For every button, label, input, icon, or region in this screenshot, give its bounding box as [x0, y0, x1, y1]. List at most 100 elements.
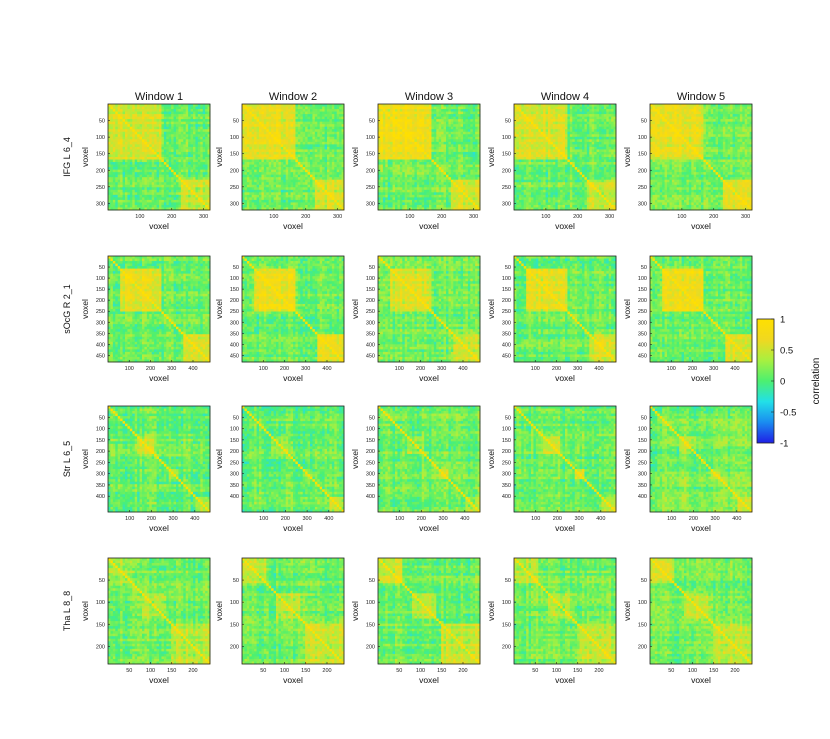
heatmap-cell — [161, 142, 164, 145]
heatmap-cell — [154, 114, 157, 117]
heatmap-cell — [169, 152, 172, 155]
heatmap-cell — [144, 119, 147, 122]
heatmap-cell — [110, 142, 113, 145]
heatmap-cell — [152, 134, 155, 137]
heatmap-cell — [132, 124, 135, 127]
heatmap-cell — [149, 132, 152, 135]
heatmap-cell — [147, 139, 150, 142]
heatmap-cell — [195, 147, 198, 150]
heatmap-cell — [157, 147, 160, 150]
heatmap-cell — [130, 132, 133, 135]
heatmap-cell — [174, 139, 177, 142]
heatmap-cell — [159, 104, 162, 107]
heatmap-cell — [149, 119, 152, 122]
heatmap-cell — [198, 142, 201, 145]
heatmap-cell — [147, 137, 150, 140]
heatmap-cell — [149, 109, 152, 112]
heatmap-cell — [203, 137, 206, 140]
heatmap-cell — [191, 119, 194, 122]
heatmap-cell — [169, 122, 172, 125]
heatmap-cell — [137, 117, 140, 120]
heatmap-cell — [200, 114, 203, 117]
heatmap-cell — [183, 144, 186, 147]
heatmap-cell — [154, 127, 157, 130]
heatmap-cell — [125, 104, 128, 107]
heatmap-cell — [164, 134, 167, 137]
heatmap-cell — [130, 107, 133, 110]
heatmap-cell — [130, 152, 133, 155]
heatmap-cell — [188, 119, 191, 122]
heatmap-cell — [205, 137, 208, 140]
heatmap-cell — [118, 147, 121, 150]
heatmap-cell — [203, 152, 206, 155]
heatmap-cell — [154, 139, 157, 142]
heatmap-cell — [118, 107, 121, 110]
heatmap-cell — [198, 107, 201, 110]
heatmap-cell — [171, 107, 174, 110]
heatmap-cell — [154, 152, 157, 155]
heatmap-cell — [115, 129, 118, 132]
heatmap-cell — [188, 114, 191, 117]
heatmap-cell — [200, 104, 203, 107]
heatmap-cell — [108, 122, 111, 125]
heatmap-cell — [183, 117, 186, 120]
heatmap-cell — [195, 134, 198, 137]
heatmap-cell — [169, 117, 172, 120]
heatmap-cell — [110, 129, 113, 132]
heatmap-cell — [198, 147, 201, 150]
heatmap-cell — [157, 127, 160, 130]
heatmap-cell — [132, 139, 135, 142]
heatmap-cell — [171, 127, 174, 130]
heatmap-cell — [188, 107, 191, 110]
heatmap-cell — [115, 119, 118, 122]
heatmap-cell — [159, 149, 162, 152]
heatmap-cell — [147, 127, 150, 130]
heatmap-cell — [174, 104, 177, 107]
heatmap-cell — [174, 109, 177, 112]
heatmap-cell — [159, 119, 162, 122]
heatmap-cell — [178, 144, 181, 147]
heatmap-cell — [110, 137, 113, 140]
heatmap-cell — [169, 137, 172, 140]
heatmap-cell — [154, 109, 157, 112]
heatmap-cell — [186, 114, 189, 117]
heatmap-cell — [127, 117, 130, 120]
heatmap-cell — [108, 109, 111, 112]
heatmap-cell — [113, 144, 116, 147]
heatmap-cell — [171, 132, 174, 135]
heatmap-cell — [181, 114, 184, 117]
heatmap-panel: 50100150200250300100 200 300voxelvoxel — [80, 104, 210, 231]
heatmap-cell — [147, 142, 150, 145]
heatmap-cell — [147, 122, 150, 125]
heatmap-cell — [144, 124, 147, 127]
heatmap-cell — [176, 127, 179, 130]
heatmap-cell — [191, 114, 194, 117]
heatmap-cell — [198, 124, 201, 127]
heatmap-cell — [205, 107, 208, 110]
heatmap-cell — [137, 132, 140, 135]
heatmap-cell — [140, 117, 143, 120]
heatmap-cell — [203, 124, 206, 127]
heatmap-cell — [132, 142, 135, 145]
heatmap-cell — [127, 114, 130, 117]
heatmap-cell — [125, 137, 128, 140]
heatmap-cell — [130, 109, 133, 112]
heatmap-cell — [166, 132, 169, 135]
heatmap-cell — [198, 117, 201, 120]
heatmap-cell — [147, 147, 150, 150]
heatmap-cell — [176, 142, 179, 145]
heatmap-cell — [188, 137, 191, 140]
heatmap-cell — [186, 104, 189, 107]
heatmap-cell — [176, 114, 179, 117]
heatmap-cell — [203, 119, 206, 122]
heatmap-cell — [164, 104, 167, 107]
heatmap-cell — [132, 127, 135, 130]
heatmap-cell — [186, 107, 189, 110]
heatmap-cell — [169, 107, 172, 110]
heatmap-cell — [195, 142, 198, 145]
heatmap-cell — [161, 139, 164, 142]
heatmap-cell — [188, 124, 191, 127]
heatmap-cell — [166, 119, 169, 122]
heatmap-cell — [161, 137, 164, 140]
heatmap-cell — [205, 142, 208, 145]
